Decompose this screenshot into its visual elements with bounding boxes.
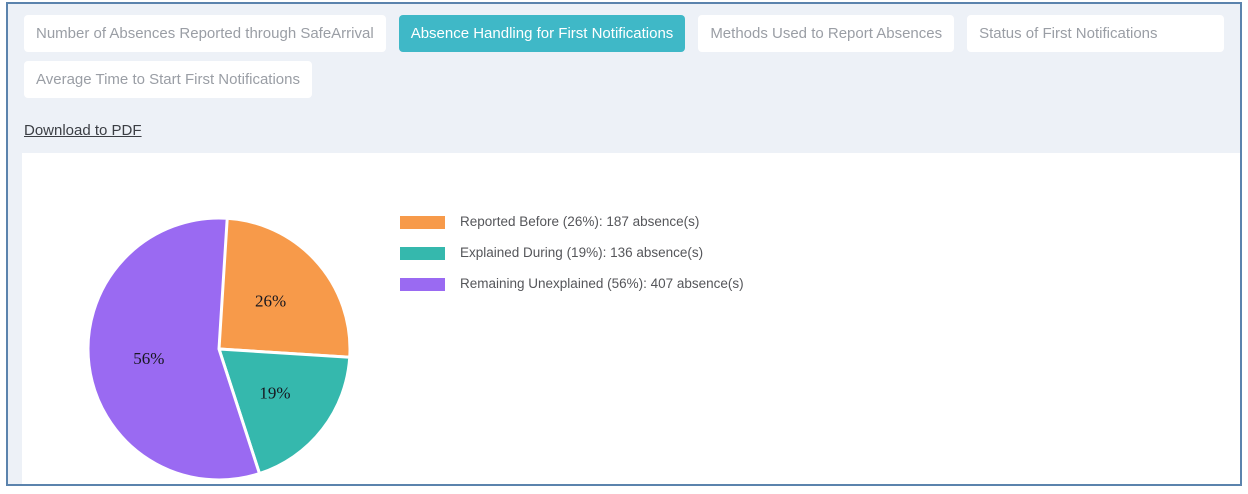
legend-label: Explained During (19%): 136 absence(s) [460,245,704,260]
legend-label: Reported Before (26%): 187 absence(s) [460,214,700,229]
tab-average-time[interactable]: Average Time to Start First Notification… [24,61,312,98]
pie-slice-label: 19% [259,383,290,402]
tab-status-first-notifications[interactable]: Status of First Notifications [967,15,1224,52]
pie-slice-label: 26% [255,292,286,311]
report-frame: Number of Absences Reported through Safe… [6,2,1242,486]
pie-slice-label: 56% [133,349,164,368]
legend-swatch-purple [400,277,445,291]
legend-item-remaining-unexplained[interactable]: Remaining Unexplained (56%): 407 absence… [400,276,744,292]
tab-methods-used[interactable]: Methods Used to Report Absences [698,15,955,52]
tab-absence-handling[interactable]: Absence Handling for First Notifications [398,15,686,52]
legend-swatch-teal [400,246,445,260]
legend-item-explained-during[interactable]: Explained During (19%): 136 absence(s) [400,245,744,261]
pie-slice-reported-before[interactable] [217,216,352,359]
pie-slice-remaining-unexplained[interactable] [86,216,261,482]
legend-item-reported-before[interactable]: Reported Before (26%): 187 absence(s) [400,214,744,230]
legend-label: Remaining Unexplained (56%): 407 absence… [460,276,744,291]
pie-slice-explained-during[interactable] [217,347,352,476]
download-to-pdf-link[interactable]: Download to PDF [24,122,142,139]
legend-swatch-orange [400,215,445,229]
chart-panel: 26% 19% 56% Reported Before (26%): 187 abs… [22,153,1240,484]
pie-chart: 26% 19% 56% [79,209,359,489]
pie-chart-svg: 26% 19% 56% [86,216,352,482]
tab-number-of-absences[interactable]: Number of Absences Reported through Safe… [24,15,386,52]
pie-legend: Reported Before (26%): 187 absence(s) Ex… [400,214,744,307]
report-tabs: Number of Absences Reported through Safe… [24,15,1224,98]
